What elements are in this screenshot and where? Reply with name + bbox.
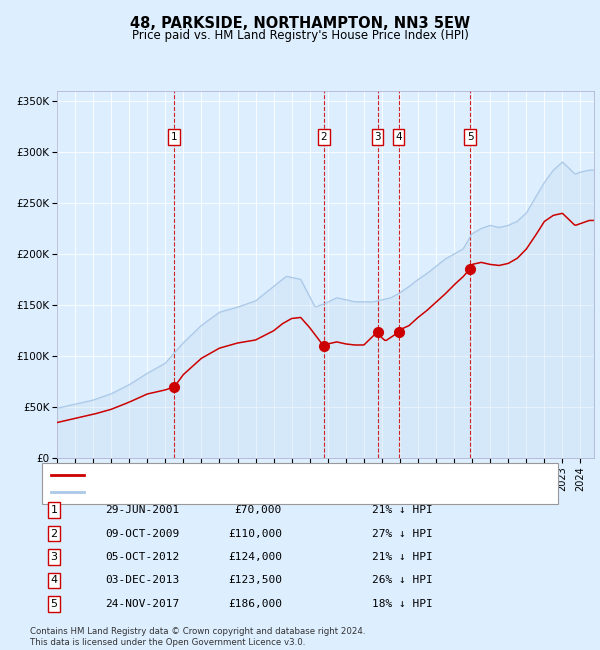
Text: 03-DEC-2013: 03-DEC-2013 [105,575,179,586]
Text: HPI: Average price, semi-detached house, West Northamptonshire: HPI: Average price, semi-detached house,… [89,488,434,497]
Text: 3: 3 [374,132,381,142]
Text: 1: 1 [50,505,58,515]
Text: 29-JUN-2001: 29-JUN-2001 [105,505,179,515]
Text: 48, PARKSIDE, NORTHAMPTON, NN3 5EW (semi-detached house): 48, PARKSIDE, NORTHAMPTON, NN3 5EW (semi… [89,470,426,480]
Text: 48, PARKSIDE, NORTHAMPTON, NN3 5EW: 48, PARKSIDE, NORTHAMPTON, NN3 5EW [130,16,470,31]
Text: Contains HM Land Registry data © Crown copyright and database right 2024.
This d: Contains HM Land Registry data © Crown c… [30,627,365,647]
Text: £186,000: £186,000 [228,599,282,609]
Text: 21% ↓ HPI: 21% ↓ HPI [372,505,433,515]
Text: 1: 1 [171,132,178,142]
Text: 2: 2 [320,132,327,142]
Text: 05-OCT-2012: 05-OCT-2012 [105,552,179,562]
Text: 09-OCT-2009: 09-OCT-2009 [105,528,179,539]
Text: 24-NOV-2017: 24-NOV-2017 [105,599,179,609]
Text: 26% ↓ HPI: 26% ↓ HPI [372,575,433,586]
Text: 5: 5 [467,132,473,142]
Text: £124,000: £124,000 [228,552,282,562]
Text: £70,000: £70,000 [235,505,282,515]
Text: 4: 4 [395,132,402,142]
Text: 3: 3 [50,552,58,562]
Text: Price paid vs. HM Land Registry's House Price Index (HPI): Price paid vs. HM Land Registry's House … [131,29,469,42]
Text: £110,000: £110,000 [228,528,282,539]
Text: 2: 2 [50,528,58,539]
Text: 18% ↓ HPI: 18% ↓ HPI [372,599,433,609]
Text: 4: 4 [50,575,58,586]
Text: 27% ↓ HPI: 27% ↓ HPI [372,528,433,539]
Text: £123,500: £123,500 [228,575,282,586]
Text: 21% ↓ HPI: 21% ↓ HPI [372,552,433,562]
Text: 5: 5 [50,599,58,609]
